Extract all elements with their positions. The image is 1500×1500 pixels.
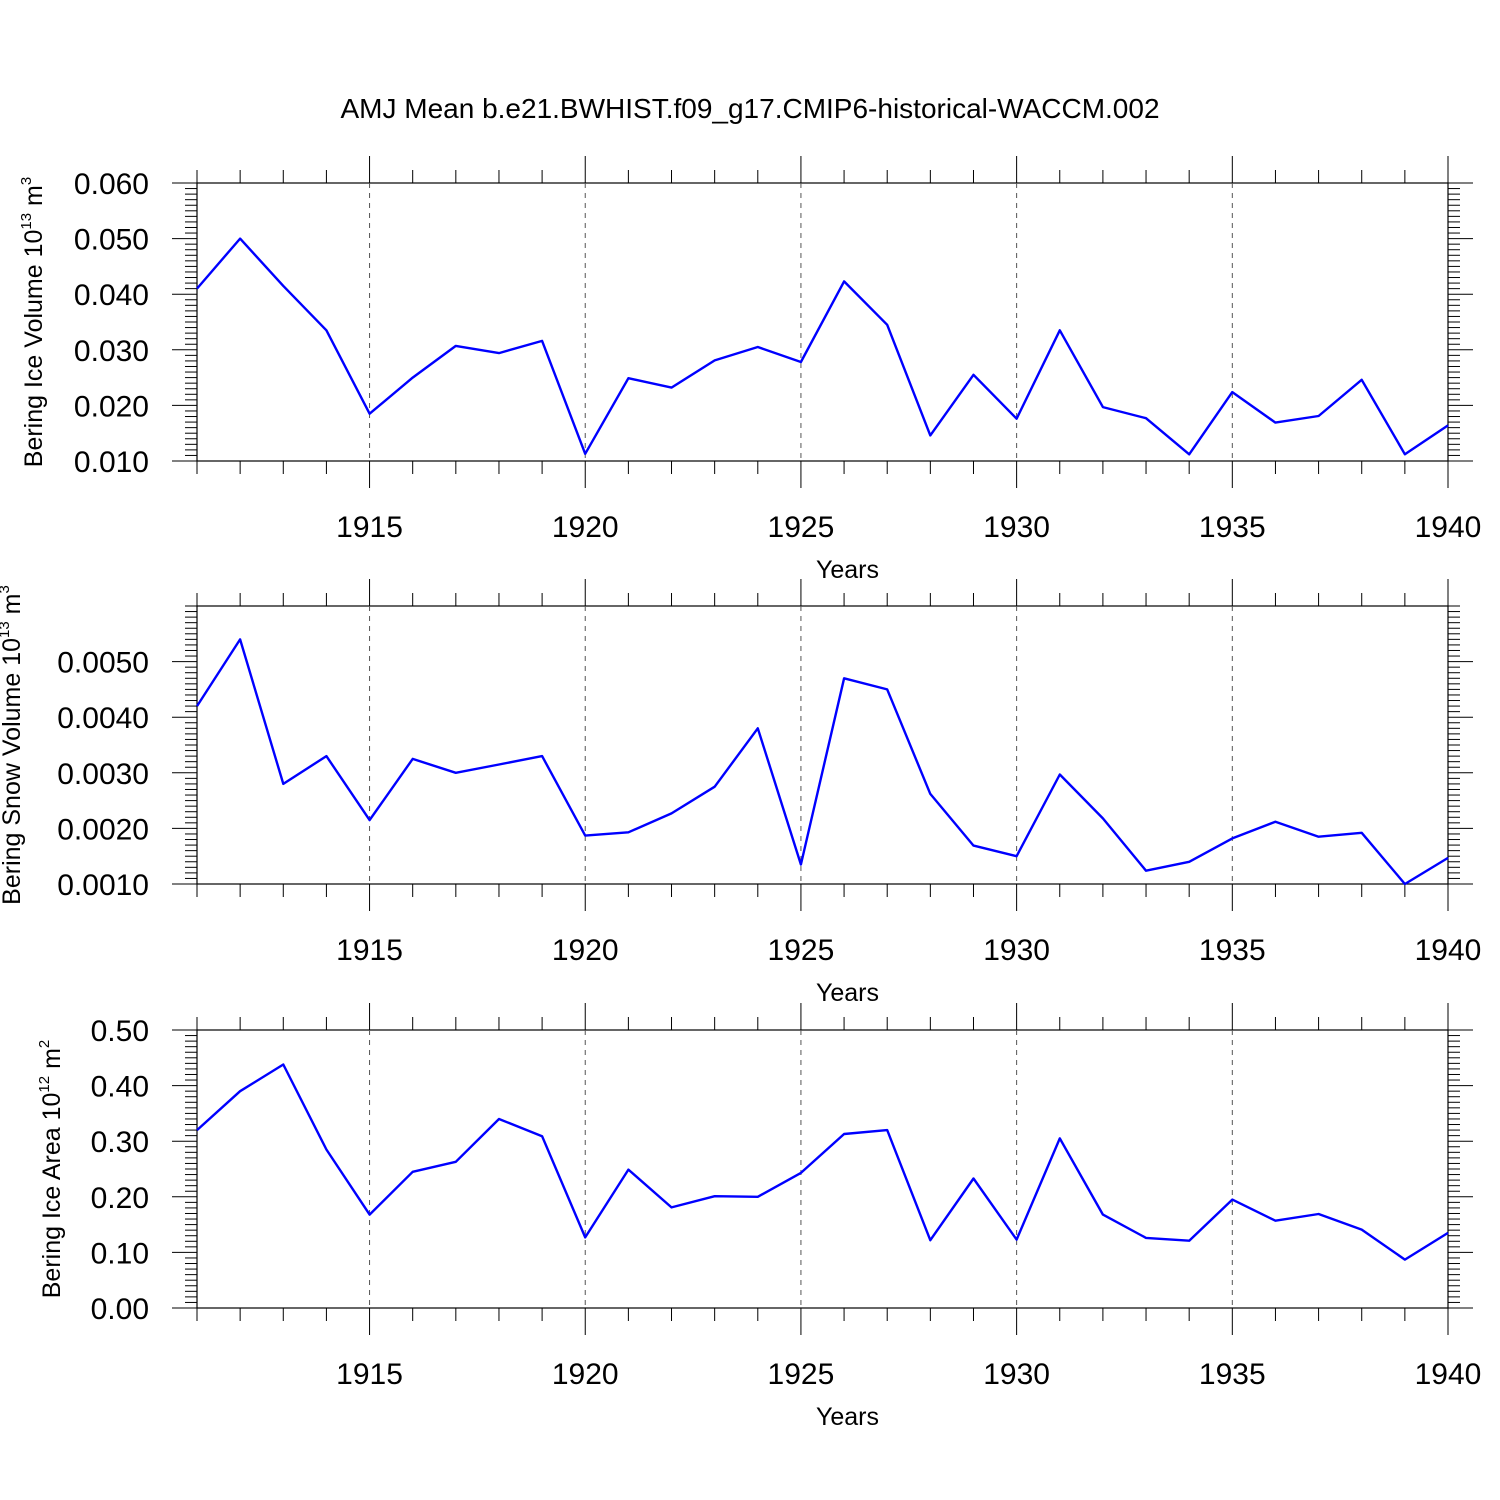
- y-axis-label: Bering Ice Volume 1013 m3: [18, 177, 48, 467]
- x-tick-label: 1925: [768, 934, 835, 967]
- x-tick-label: 1920: [552, 1358, 619, 1391]
- y-tick-label: 0.40: [91, 1071, 149, 1104]
- x-axis-label: Years: [816, 979, 879, 1007]
- y-tick-label: 0.040: [74, 279, 149, 312]
- y-tick-label: 0.10: [91, 1237, 149, 1270]
- series-line: [195, 638, 1449, 886]
- x-tick-label: 1915: [336, 511, 403, 544]
- y-tick-label: 0.0050: [57, 647, 149, 680]
- chart-panel-3: 0.00 0.10 0.20 0.30 0.40 0.50 1915 1920 1925 1930…: [36, 1003, 1481, 1431]
- x-tick-label: 1920: [552, 511, 619, 544]
- x-tick-label: 1925: [768, 511, 835, 544]
- y-tick-label: 0.30: [91, 1126, 149, 1159]
- y-tick-label: 0.030: [74, 335, 149, 368]
- x-tick-label: 1925: [768, 1358, 835, 1391]
- y-tick-label: 0.50: [91, 1015, 149, 1048]
- x-tick-label: 1940: [1415, 1358, 1482, 1391]
- y-tick-label: 0.050: [74, 224, 149, 257]
- x-tick-label: 1935: [1199, 1358, 1266, 1391]
- y-tick-label: 0.0010: [57, 869, 149, 902]
- x-tick-label: 1915: [336, 934, 403, 967]
- y-tick-label: 0.20: [91, 1182, 149, 1215]
- y-tick-label: 0.00: [91, 1293, 149, 1326]
- x-tick-label: 1930: [983, 511, 1050, 544]
- y-tick-label: 0.0020: [57, 813, 149, 846]
- plot-frame: [196, 605, 1449, 885]
- series-line: [196, 1063, 1449, 1261]
- series-line: [196, 237, 1449, 456]
- figure-title: AMJ Mean b.e21.BWHIST.f09_g17.CMIP6-hist…: [340, 93, 1159, 124]
- x-tick-label: 1935: [1199, 511, 1266, 544]
- x-tick-label: 1930: [983, 1358, 1050, 1391]
- y-tick-label: 0.020: [74, 390, 149, 423]
- chart-panel-2: 0.0010 0.0020 0.0030 0.0040 0.0050 1915 1920 19…: [0, 579, 1481, 1007]
- x-tick-label: 1930: [983, 934, 1050, 967]
- panels: 0.010 0.020 0.030 0.040 0.050 0.060 1915 1920 19…: [0, 156, 1481, 1431]
- x-tick-label: 1935: [1199, 934, 1266, 967]
- y-axis-label: Bering Snow Volume 1013 m3: [0, 585, 26, 905]
- y-tick-label: 0.010: [74, 446, 149, 479]
- y-tick-label: 0.0040: [57, 702, 149, 735]
- x-tick-label: 1940: [1415, 934, 1482, 967]
- y-tick-label: 0.0030: [57, 758, 149, 791]
- x-tick-label: 1940: [1415, 511, 1482, 544]
- x-tick-label: 1915: [336, 1358, 403, 1391]
- y-tick-label: 0.060: [74, 168, 149, 201]
- y-axis-label: Bering Ice Area 1012 m2: [36, 1040, 66, 1299]
- x-axis-label: Years: [816, 1403, 879, 1431]
- chart-panel-1: 0.010 0.020 0.030 0.040 0.050 0.060 1915 1920 19…: [18, 156, 1481, 584]
- x-axis-label: Years: [816, 556, 879, 584]
- x-tick-label: 1920: [552, 934, 619, 967]
- plot-frame: [196, 1029, 1449, 1309]
